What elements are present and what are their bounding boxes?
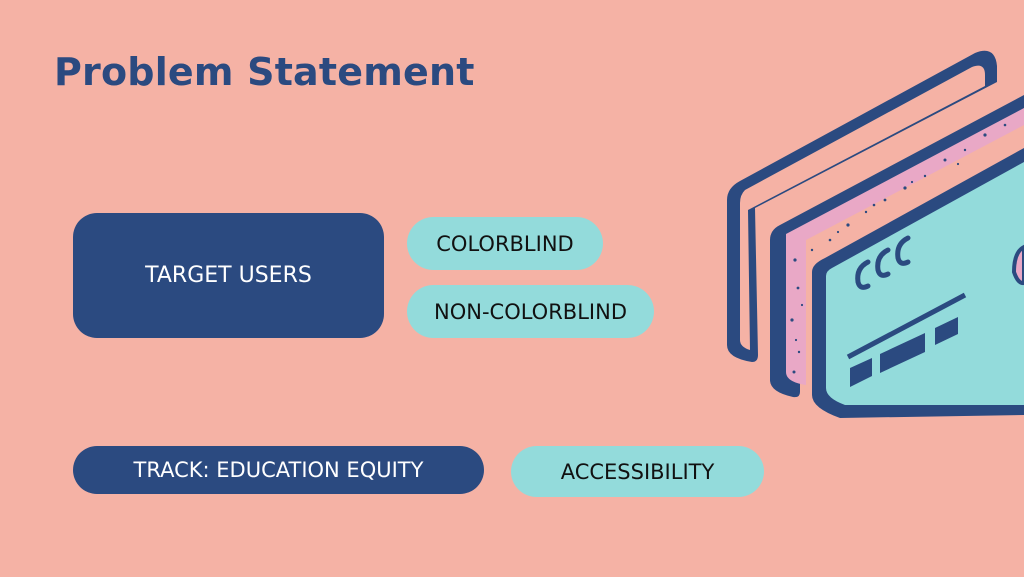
- track-badge: TRACK: EDUCATION EQUITY: [73, 446, 484, 494]
- accessibility-tag: ACCESSIBILITY: [511, 446, 764, 497]
- colorblind-tag: COLORBLIND: [407, 217, 603, 270]
- page-title: Problem Statement: [54, 50, 475, 94]
- card-block-2: [880, 333, 925, 373]
- card-block-1: [850, 358, 872, 387]
- card-dots: [790, 123, 1007, 374]
- target-users-box: TARGET USERS: [73, 213, 384, 338]
- card-chip: [1011, 244, 1024, 286]
- middle-card: [770, 95, 1024, 398]
- card-stripe: [846, 292, 967, 360]
- front-card: [812, 148, 1024, 418]
- card-ccc-text: [855, 235, 911, 290]
- back-card: [727, 50, 997, 363]
- non-colorblind-tag: NON-COLORBLIND: [407, 285, 654, 338]
- card-block-3: [935, 317, 958, 345]
